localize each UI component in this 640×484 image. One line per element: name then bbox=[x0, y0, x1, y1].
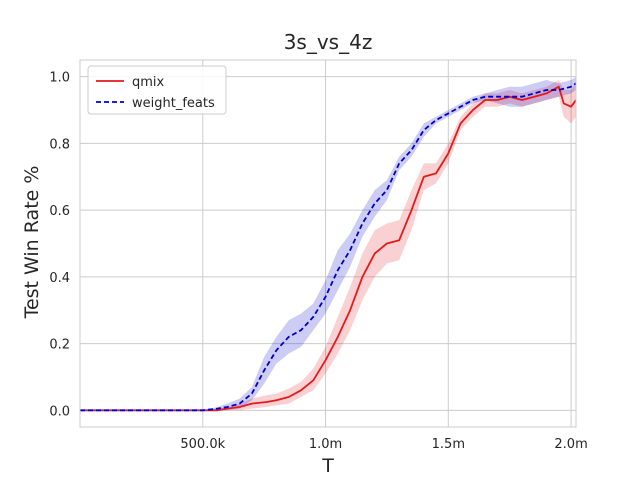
y-tick-label: 0.2 bbox=[49, 338, 70, 353]
series-line-weight-feats bbox=[80, 82, 577, 412]
x-axis-label: T bbox=[321, 455, 334, 477]
x-tick-label: 1.0m bbox=[309, 437, 342, 452]
y-axis-label: Test Win Rate % bbox=[21, 166, 43, 320]
plot-frame bbox=[79, 59, 577, 428]
y-tick-label: 0.4 bbox=[49, 271, 70, 286]
series-band-qmix bbox=[80, 80, 576, 411]
series-line-layer bbox=[80, 82, 577, 412]
y-tick-label: 0.8 bbox=[49, 137, 70, 152]
x-tick-label: 2.0m bbox=[554, 437, 587, 452]
y-tick-label: 0.0 bbox=[49, 404, 70, 419]
legend: qmix weight_feats bbox=[87, 65, 227, 115]
series-line-qmix bbox=[80, 85, 577, 412]
tick-label-layer: 500.0k 1.0m 1.5m 2.0m 0.0 0.2 0.4 0.6 0.8 1.0 bbox=[49, 71, 587, 452]
x-tick-label: 1.5m bbox=[432, 437, 465, 452]
y-tick-label: 1.0 bbox=[49, 71, 70, 86]
legend-label-weight-feats: weight_feats bbox=[132, 96, 215, 111]
x-tick-label: 500.0k bbox=[180, 437, 225, 452]
confidence-band-layer bbox=[80, 76, 576, 411]
legend-label-qmix: qmix bbox=[132, 75, 165, 90]
grid-layer bbox=[80, 60, 576, 427]
chart-title: 3s_vs_4z bbox=[284, 30, 373, 54]
y-tick-label: 0.6 bbox=[49, 204, 70, 219]
